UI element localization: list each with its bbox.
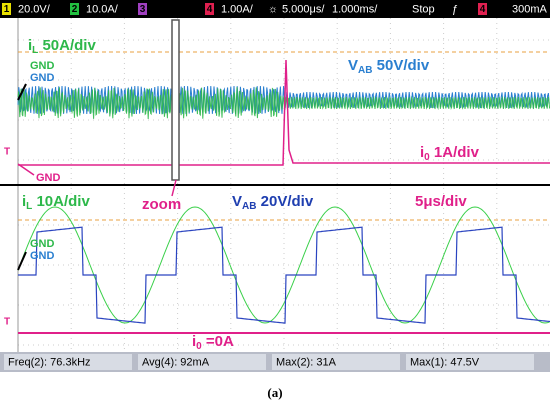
ch-number: 3 bbox=[140, 4, 146, 15]
vab-label: VAB 50V/div bbox=[348, 57, 430, 76]
gnd-label: GND bbox=[30, 238, 55, 250]
ch-badge bbox=[138, 3, 147, 15]
ch-badge bbox=[70, 3, 79, 15]
zoom-arrow bbox=[171, 179, 177, 197]
measure-cell bbox=[406, 354, 534, 370]
ch-scale: 20.0V/ bbox=[18, 3, 51, 15]
il-label: iL 10A/div bbox=[22, 193, 90, 212]
il-upper bbox=[17, 87, 550, 120]
trigger-level: 300mA bbox=[512, 3, 548, 15]
io-label: i0 =0A bbox=[192, 333, 234, 352]
ch-badge bbox=[205, 3, 214, 15]
io-upper bbox=[18, 59, 550, 166]
trigger-channel: 4 bbox=[480, 4, 486, 15]
trigger-marker: T bbox=[4, 147, 10, 158]
ch-number: 4 bbox=[207, 4, 213, 15]
waveforms bbox=[17, 59, 550, 334]
top-bar bbox=[0, 0, 550, 18]
measure-value: Max(1): 47.5V bbox=[410, 356, 480, 368]
gnd-label: GND bbox=[30, 250, 55, 262]
gnd-arrow bbox=[17, 163, 35, 176]
ch-scale: 1.00A/ bbox=[221, 3, 254, 15]
trigger-marker: T bbox=[4, 317, 10, 328]
time-label: 5μs/div bbox=[415, 193, 467, 210]
measure-value: Avg(4): 92mA bbox=[142, 356, 210, 368]
gnd-arrow bbox=[17, 83, 27, 101]
grid bbox=[17, 18, 550, 352]
io-label: i0 1A/div bbox=[420, 144, 480, 163]
ch-number: 1 bbox=[4, 4, 10, 15]
ch-scale: 10.0A/ bbox=[86, 3, 119, 15]
measure-cell bbox=[4, 354, 132, 370]
vab-label: VAB 20V/div bbox=[232, 193, 314, 212]
vab-upper bbox=[17, 85, 550, 115]
measure-cell bbox=[272, 354, 400, 370]
timebase: 5.000μs/ bbox=[282, 3, 325, 15]
ch-badge bbox=[478, 3, 487, 15]
gnd-label: GND bbox=[30, 60, 55, 72]
measure-value: Freq(2): 76.3kHz bbox=[8, 356, 91, 368]
vab-lower bbox=[18, 226, 550, 324]
ch-number: 2 bbox=[72, 4, 78, 15]
zoom-label: zoom bbox=[142, 196, 181, 213]
gnd-label: GND bbox=[30, 72, 55, 84]
ch-badge bbox=[2, 3, 11, 15]
caption: (a) bbox=[267, 385, 282, 400]
gnd-label: GND bbox=[36, 172, 61, 184]
zoom-window bbox=[171, 19, 180, 181]
measurements: Freq(2): 76.3kHz Avg(4): 92mA Max(2): 31A M… bbox=[4, 354, 534, 370]
acq-icon: ☼ bbox=[268, 3, 278, 15]
trigger-icon: ƒ bbox=[452, 3, 458, 15]
measure-value: Max(2): 31A bbox=[276, 356, 337, 368]
zoom-timebase: 1.000ms/ bbox=[332, 3, 378, 15]
gnd-arrow bbox=[17, 251, 27, 271]
il-label: iL 50A/div bbox=[28, 37, 96, 56]
il-lower bbox=[17, 206, 550, 324]
run-status: Stop bbox=[412, 3, 435, 15]
measure-cell bbox=[138, 354, 266, 370]
